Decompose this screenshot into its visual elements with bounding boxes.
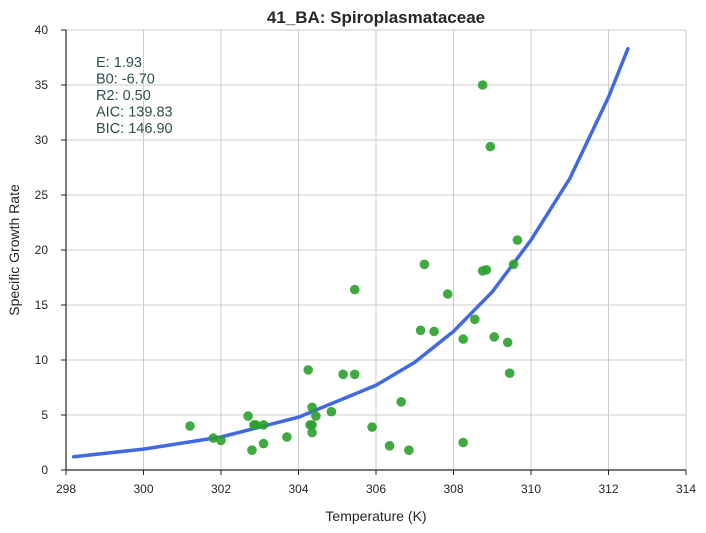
data-points: [185, 80, 523, 456]
data-point: [303, 365, 314, 375]
data-point: [307, 402, 317, 413]
annotation-aic: AIC: 139.83: [96, 105, 173, 121]
x-axis-ticks: 298 300 302 304 306 308 310 312 314: [56, 470, 696, 496]
data-point: [458, 437, 469, 448]
data-point: [251, 420, 261, 430]
annotation-e: E: 1.93: [96, 55, 142, 71]
fit-statistics: E: 1.93 B0: -6.70 R2: 0.50 AIC: 139.83 B…: [96, 55, 173, 137]
data-point: [243, 411, 253, 421]
y-axis-ticks: 0 5 10 15 20 25 30 35 40: [35, 23, 66, 477]
x-tick-label: 298: [56, 482, 76, 496]
data-point: [282, 432, 292, 442]
data-point: [396, 397, 407, 407]
x-tick-label: 302: [211, 482, 231, 496]
fitted-curve: [71, 46, 630, 459]
data-point: [216, 435, 226, 446]
data-point: [311, 411, 321, 421]
fitted-curve-group: [71, 46, 630, 459]
data-point: [307, 427, 317, 438]
y-tick-label: 20: [35, 243, 49, 257]
data-point: [419, 259, 430, 270]
data-point: [512, 235, 523, 245]
data-point: [477, 80, 488, 90]
data-point: [247, 445, 257, 456]
data-point: [429, 326, 439, 337]
y-axis-label: Specific Growth Rate: [6, 184, 22, 316]
y-tick-label: 0: [41, 463, 48, 477]
data-point: [489, 332, 500, 342]
data-point: [508, 259, 519, 270]
x-axis-label: Temperature (K): [325, 508, 426, 524]
y-tick-label: 30: [35, 133, 49, 147]
y-tick-label: 35: [35, 78, 49, 92]
annotation-bic: BIC: 146.90: [96, 121, 173, 137]
data-point: [415, 325, 426, 336]
data-point: [404, 445, 414, 456]
data-point: [208, 433, 219, 443]
y-tick-label: 5: [41, 408, 48, 422]
data-point: [502, 337, 513, 348]
y-tick-label: 15: [35, 298, 49, 312]
data-point: [470, 314, 480, 325]
x-tick-label: 304: [288, 482, 308, 496]
data-point: [384, 441, 395, 451]
data-point: [307, 420, 317, 430]
data-point: [338, 369, 348, 380]
x-tick-label: 308: [443, 482, 463, 496]
x-tick-label: 312: [598, 482, 618, 496]
data-point: [458, 334, 469, 344]
annotation-b0: B0: -6.70: [96, 72, 155, 88]
chart-title: 41_BA: Spiroplasmataceae: [267, 8, 485, 27]
data-point: [504, 368, 515, 379]
y-tick-label: 40: [35, 23, 49, 37]
data-point: [367, 422, 377, 432]
annotation-r2: R2: 0.50: [96, 88, 151, 104]
grid-lines: [66, 29, 687, 470]
x-tick-label: 306: [366, 482, 386, 496]
y-tick-label: 25: [35, 188, 49, 202]
data-point: [326, 406, 337, 417]
data-point: [185, 421, 195, 431]
data-point: [258, 438, 269, 449]
x-tick-label: 314: [676, 482, 696, 496]
data-point: [442, 289, 453, 299]
data-point: [481, 265, 492, 275]
y-tick-label: 10: [35, 353, 49, 367]
data-point: [258, 420, 269, 430]
data-point: [349, 284, 360, 295]
data-point: [349, 369, 360, 380]
data-point: [485, 141, 496, 152]
x-tick-label: 300: [133, 482, 153, 496]
x-tick-label: 310: [521, 482, 541, 496]
